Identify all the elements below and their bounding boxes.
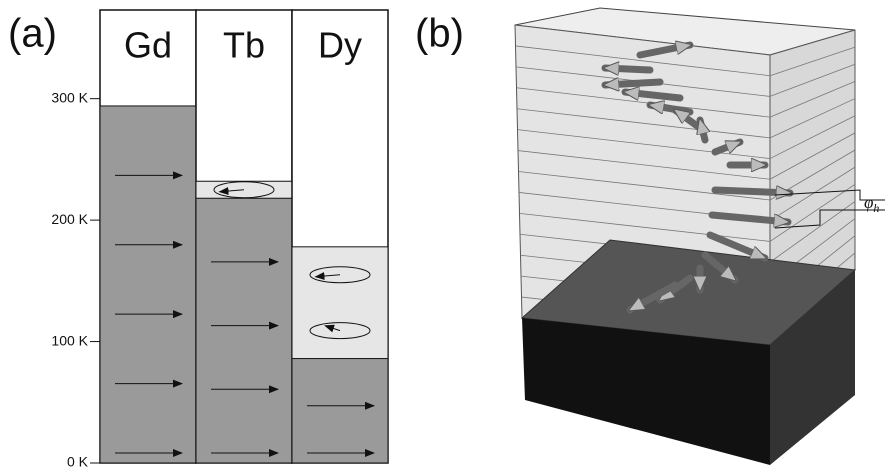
angle-label: φh [864,193,879,215]
element-label: Gd [124,25,172,66]
helix-moment [715,190,790,193]
angle-subscript: h [873,201,879,215]
helix-moment [605,82,660,85]
tick-label: 0 K [67,454,89,470]
tick-label: 300 K [51,89,88,105]
panel-b: (b) φh [415,8,885,465]
angle-symbol: φ [864,193,873,212]
ferromagnetic-phase [196,198,292,463]
figure: (a) 0 K 100 K 200 K 300 K Gd Tb Dy (b) φh [0,0,885,475]
element-label: Tb [223,25,265,66]
ferromagnetic-phase [100,106,196,463]
helix-moment [605,68,650,70]
tick-label: 100 K [51,332,88,348]
panel-label: (b) [415,12,464,56]
element-label: Dy [318,25,362,66]
panel-label: (a) [8,12,57,56]
ferromagnetic-phase [292,359,388,463]
helix-moment [700,120,705,140]
tick-label: 200 K [51,211,88,227]
panel-a: (a) 0 K 100 K 200 K 300 K Gd Tb Dy [8,10,388,470]
